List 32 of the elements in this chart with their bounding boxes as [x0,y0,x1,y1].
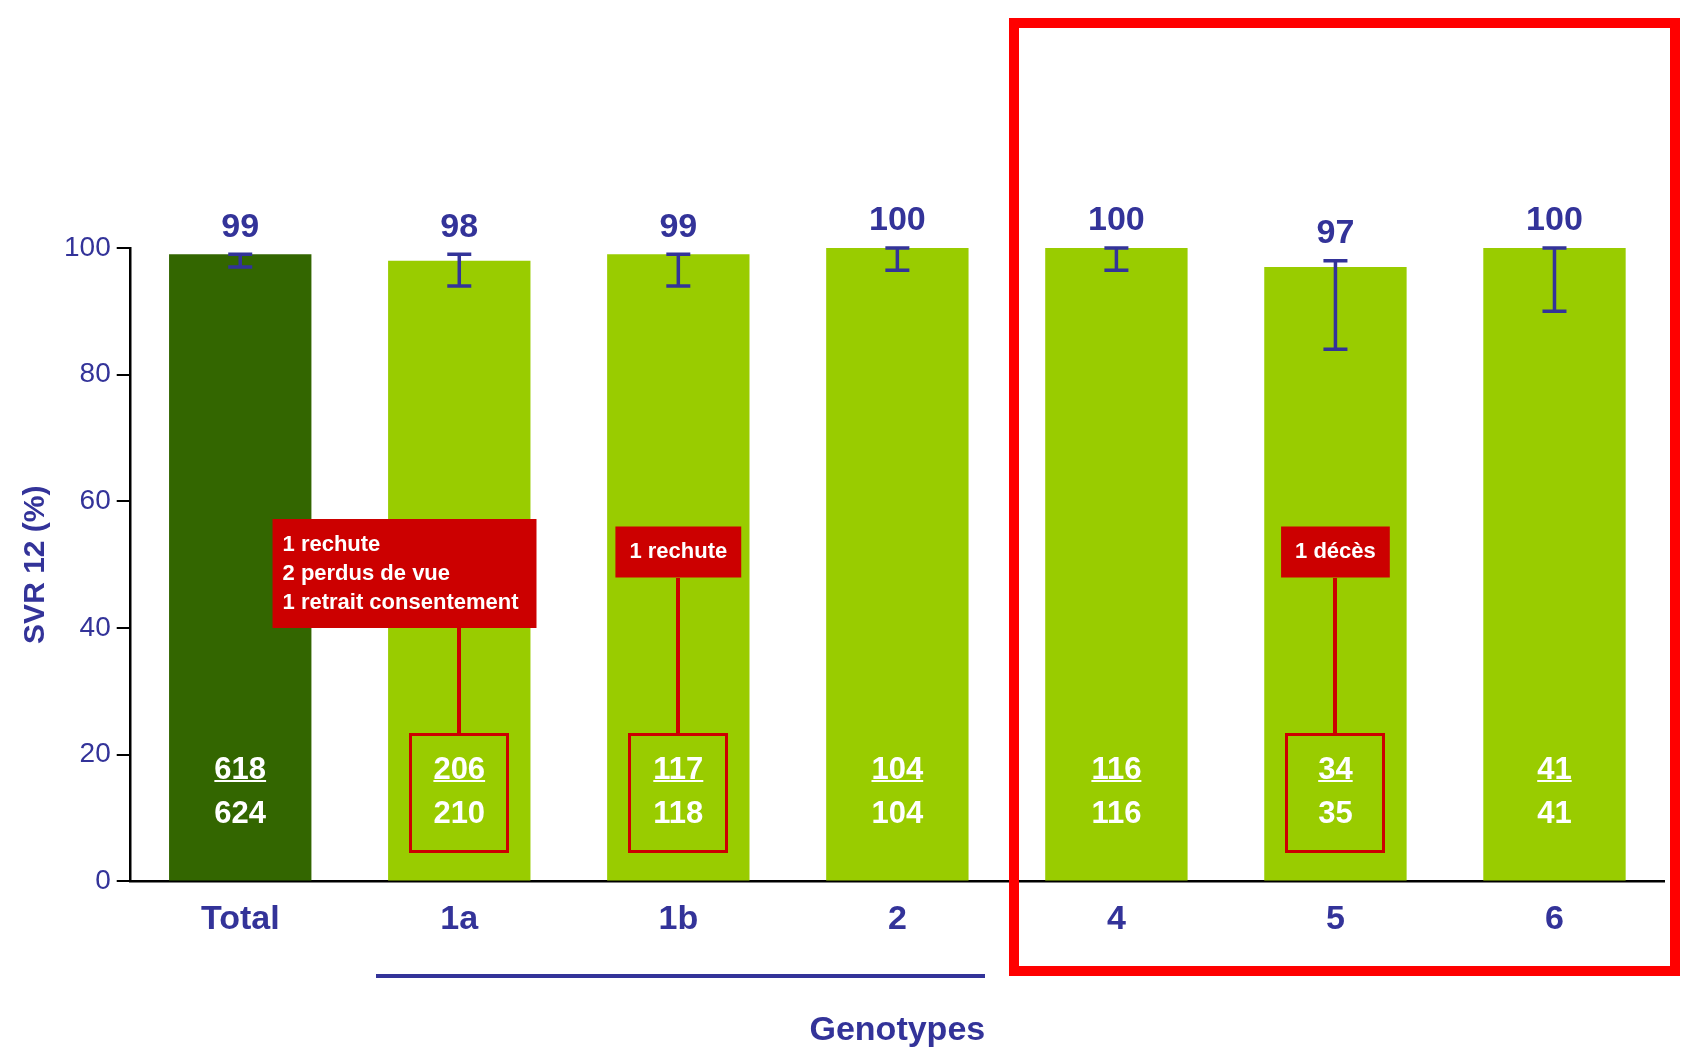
x-tick-label: 2 [887,898,907,937]
annotation: 104 104 [870,749,925,832]
x-tick-label: 1a [440,898,480,937]
data-label: 99 [221,205,260,244]
annotation: 1 rechute 2 perdus de vue 1 retrait consentement [282,530,520,614]
data-label: 100 [868,199,926,238]
annotation: 618 624 [213,749,268,832]
data-label: 98 [440,205,479,244]
y-tick-label: 60 [79,484,111,516]
annotation: 34 35 [1317,749,1354,832]
x-tick-label: 5 [1325,898,1345,937]
y-tick-label: 100 [64,230,111,262]
annotation: 1 rechute [629,538,728,564]
data-label: 100 [1088,199,1145,238]
y-tick-label: 0 [95,864,111,896]
data-label: 100 [1526,199,1583,238]
x-tick-label: 1b [658,898,699,937]
annotation: 41 41 [1536,749,1573,832]
x-tick-label: 4 [1106,898,1126,937]
annotation: 117 118 [652,749,705,832]
y-tick-label: 40 [79,610,111,642]
annotation: 116 116 [1090,749,1143,832]
annotation: 206 210 [432,749,487,832]
y-tick-label: 20 [79,737,111,769]
data-label: 97 [1316,212,1355,251]
y-tick-label: 80 [79,357,111,389]
x-tick-label: 6 [1545,898,1564,937]
y-axis-title: SVR 12 (%) [17,485,51,644]
data-label: 99 [659,205,698,244]
x-axis-title: Genotypes [809,1008,986,1047]
annotation: 1 décès [1295,538,1376,564]
x-tick-label: Total [200,898,280,937]
